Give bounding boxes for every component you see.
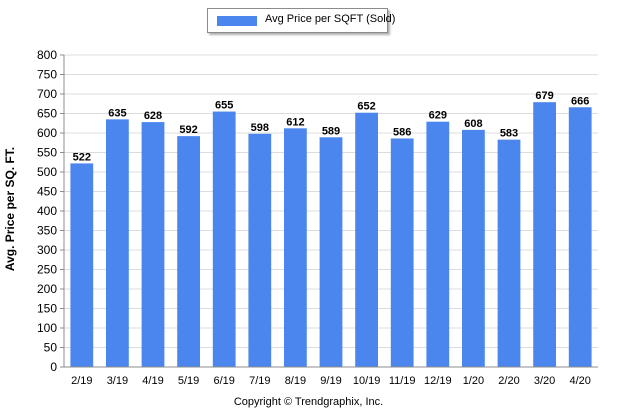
y-tick-label: 50 [44,341,58,355]
y-tick-label: 700 [37,87,57,101]
y-tick-label: 350 [37,224,57,238]
bar-value-label: 598 [251,122,269,134]
y-tick-label: 550 [37,146,57,160]
bar [141,122,165,367]
bar [533,102,556,367]
bar-value-label: 666 [571,95,589,107]
axes: 0 50 100 150 200 250 300 350 400 450 500 550 600 650 7… [37,48,598,387]
legend-label: Avg Price per SQFT (Sold) [265,13,396,25]
x-tick-label: 6/19 [213,375,234,387]
y-tick-label: 400 [37,204,57,218]
bar [212,111,236,367]
bar-value-label: 679 [535,90,553,102]
bar [177,136,200,367]
bar-value-label: 608 [464,118,482,130]
bar-value-label: 589 [322,125,340,137]
bar-value-label: 592 [179,124,197,136]
y-tick-label: 650 [37,107,57,121]
x-tick-label: 12/19 [424,375,452,387]
x-tick-label: 3/20 [534,375,555,387]
bar-value-label: 583 [500,128,518,140]
x-tick-label: 7/19 [249,375,270,387]
x-tick-label: 9/19 [320,375,341,387]
copyright-footer: Copyright © Trendgraphix, Inc. [233,396,384,408]
x-tick-label: 4/20 [569,375,590,387]
y-tick-label: 800 [37,48,57,62]
x-tick-label: 2/20 [498,375,519,387]
y-tick-label: 200 [37,282,57,296]
x-tick-label: 5/19 [178,375,199,387]
y-tick-label: 300 [37,243,57,257]
bar [462,129,485,367]
x-tick-label: 3/19 [107,375,128,387]
bar [106,119,129,367]
bar-value-label: 628 [144,110,162,122]
bar-value-label: 652 [357,101,375,113]
data-labels: 522 635 628 592 655 598 612 589 652 586 629 608 583 6… [73,90,590,163]
x-tick-label: 2/19 [71,375,92,387]
bar [426,121,450,367]
legend-swatch [217,16,257,26]
x-tick-label: 11/19 [389,375,416,387]
bars [70,102,592,367]
y-tick-label: 0 [50,360,57,374]
x-tick-label: 10/19 [353,375,381,387]
legend: Avg Price per SQFT (Sold) [207,8,395,33]
y-tick-label: 600 [37,126,57,140]
bar [390,138,414,367]
bar-value-label: 522 [73,151,91,163]
bar [355,112,378,367]
x-tick-label: 8/19 [285,375,306,387]
bar-value-label: 629 [429,110,447,122]
y-axis-label: Avg. Price per SQ. FT. [3,146,17,272]
bar [497,139,521,367]
bar [284,128,307,367]
bar [248,133,272,367]
x-tick-label: 4/19 [142,375,163,387]
y-tick-label: 750 [37,68,57,82]
bar-value-label: 612 [286,116,304,128]
bar-value-label: 655 [215,100,233,112]
y-tick-label: 500 [37,165,57,179]
x-tick-label: 1/20 [463,375,484,387]
y-tick-label: 100 [37,321,57,335]
bar-value-label: 635 [108,107,126,119]
y-tick-label: 150 [37,302,57,316]
bar [319,137,343,367]
bar [568,107,592,367]
bar-value-label: 586 [393,126,411,138]
bar [70,163,94,367]
y-tick-label: 450 [37,185,57,199]
y-tick-label: 250 [37,263,57,277]
